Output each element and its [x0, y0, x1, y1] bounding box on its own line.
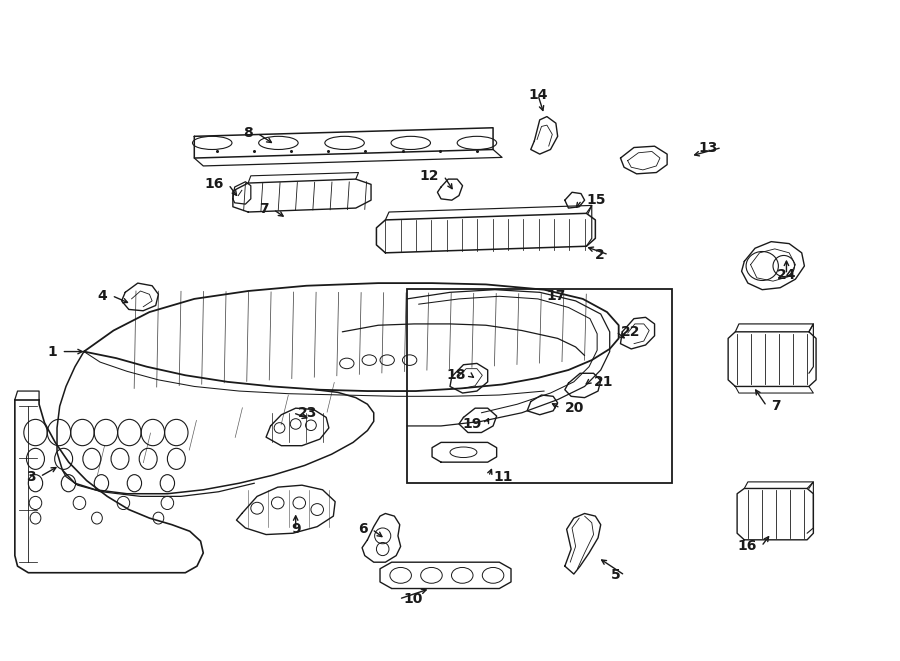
Text: 4: 4 [97, 289, 107, 303]
Text: 24: 24 [777, 268, 797, 282]
Text: 21: 21 [594, 375, 613, 389]
Text: 13: 13 [698, 141, 717, 155]
Text: 3: 3 [26, 469, 35, 484]
Text: 14: 14 [528, 88, 548, 102]
Text: 7: 7 [771, 399, 781, 413]
Text: 5: 5 [611, 568, 620, 582]
Bar [407, 289, 671, 483]
Text: 1: 1 [48, 344, 57, 358]
Text: 11: 11 [493, 469, 513, 484]
Text: 16: 16 [204, 177, 224, 192]
Text: 22: 22 [620, 325, 640, 339]
Text: 2: 2 [595, 248, 604, 262]
Text: 15: 15 [587, 193, 606, 207]
Text: 7: 7 [259, 202, 269, 216]
Text: 8: 8 [243, 126, 253, 140]
Text: 18: 18 [446, 368, 466, 382]
Text: 10: 10 [403, 592, 423, 606]
Text: 23: 23 [298, 406, 317, 420]
Text: 19: 19 [462, 417, 482, 431]
Text: 9: 9 [291, 522, 301, 536]
Text: 12: 12 [419, 169, 439, 183]
Text: 17: 17 [546, 290, 565, 303]
Text: 6: 6 [358, 522, 367, 536]
Text: 20: 20 [565, 401, 584, 415]
Text: 16: 16 [737, 539, 757, 553]
